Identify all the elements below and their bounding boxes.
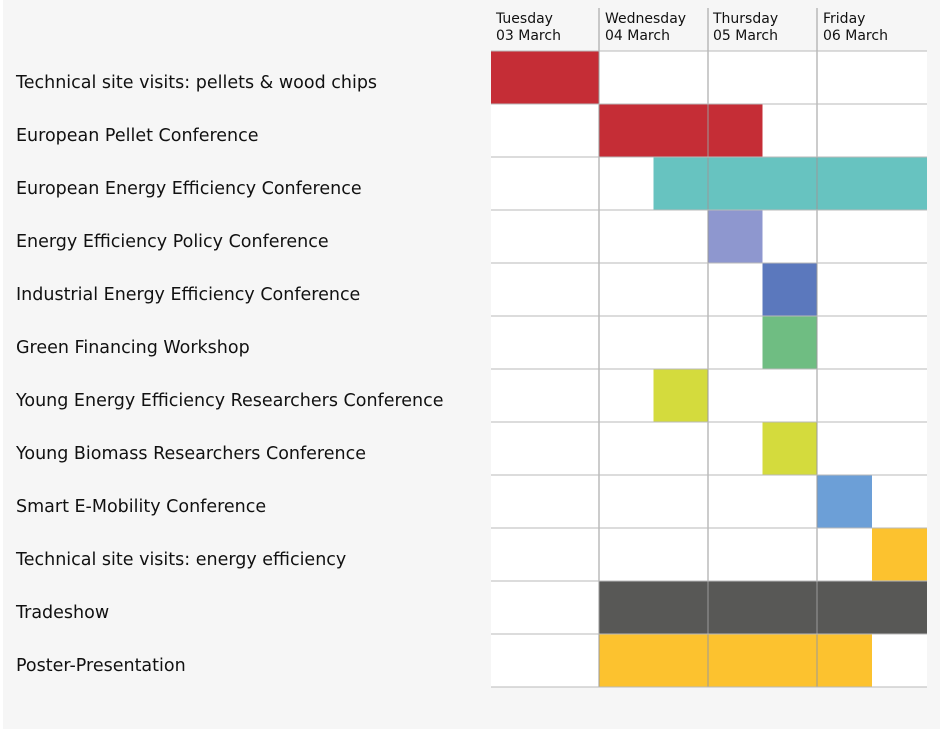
bar-1	[599, 104, 763, 157]
bar-3	[708, 210, 763, 263]
bar-11	[599, 634, 872, 687]
task-label-poster-presentation: Poster-Presentation	[16, 656, 186, 676]
task-label-industrial-conference: Industrial Energy Efficiency Conference	[16, 285, 361, 305]
day-date: 03 March	[496, 28, 561, 44]
bar-10	[599, 581, 927, 634]
task-label-pellet-conference: European Pellet Conference	[16, 126, 259, 146]
task-label-young-ee-researchers: Young Energy Efficiency Researchers Conf…	[16, 391, 444, 411]
day-date: 04 March	[605, 28, 670, 44]
task-label-energy-efficiency-conference: European Energy Efficiency Conference	[16, 179, 362, 199]
bar-4	[762, 263, 817, 316]
bar-2	[653, 157, 927, 210]
day-weekday: Thursday	[713, 11, 779, 27]
day-header-tuesday: Tuesday 03 March	[496, 11, 561, 45]
day-header-wednesday: Wednesday 04 March	[605, 11, 686, 45]
task-label-tradeshow: Tradeshow	[16, 603, 110, 623]
bar-6	[653, 369, 708, 422]
task-label-site-visits-pellets: Technical site visits: pellets & wood ch…	[16, 73, 378, 93]
task-label-policy-conference: Energy Efficiency Policy Conference	[16, 232, 329, 252]
day-date: 06 March	[823, 28, 888, 44]
task-label-column: Technical site visits: pellets & wood ch…	[16, 57, 486, 693]
day-weekday: Tuesday	[496, 11, 553, 27]
bar-7	[762, 422, 817, 475]
task-label-young-biomass-researchers: Young Biomass Researchers Conference	[16, 444, 366, 464]
bar-0	[491, 51, 599, 104]
day-weekday: Friday	[823, 11, 866, 27]
day-weekday: Wednesday	[605, 11, 687, 27]
day-header-friday: Friday 06 March	[823, 11, 888, 45]
task-label-smart-e-mobility: Smart E-Mobility Conference	[16, 497, 267, 517]
task-label-site-visits-ee: Technical site visits: energy efficiency	[16, 550, 347, 570]
bar-5	[762, 316, 817, 369]
bar-8	[817, 475, 872, 528]
day-header-thursday: Thursday 05 March	[713, 11, 778, 45]
bar-9	[872, 528, 927, 581]
day-date: 05 March	[713, 28, 778, 44]
task-label-green-financing: Green Financing Workshop	[16, 338, 250, 358]
